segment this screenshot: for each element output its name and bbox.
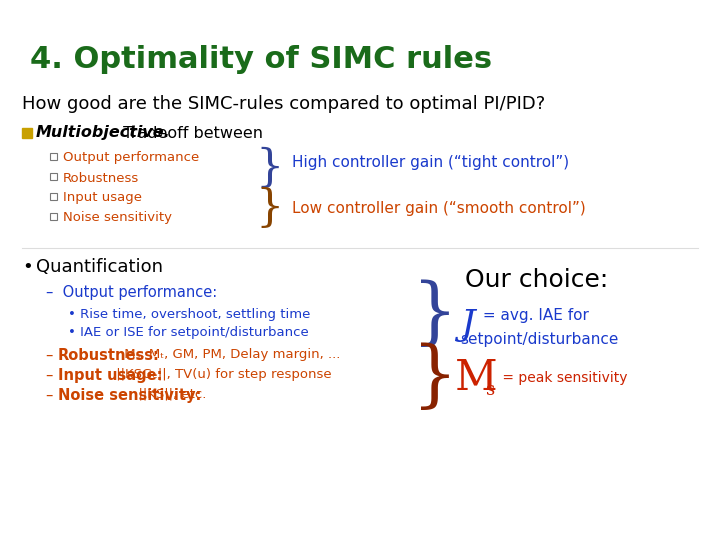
Text: Robustness:: Robustness: bbox=[58, 348, 160, 363]
Bar bbox=[22, 128, 32, 138]
Text: J: J bbox=[460, 308, 474, 342]
Text: Multiobjective.: Multiobjective. bbox=[36, 125, 171, 140]
Text: High controller gain (“tight control”): High controller gain (“tight control”) bbox=[292, 156, 569, 171]
Text: }: } bbox=[256, 186, 284, 230]
Text: }: } bbox=[412, 280, 458, 350]
Text: }: } bbox=[256, 146, 284, 190]
Text: Low controller gain (“smooth control”): Low controller gain (“smooth control”) bbox=[292, 200, 586, 215]
Text: ||KS||, etc.: ||KS||, etc. bbox=[130, 388, 207, 401]
Text: = avg. IAE for: = avg. IAE for bbox=[478, 308, 589, 323]
Text: Input usage: Input usage bbox=[63, 192, 142, 205]
Text: • Rise time, overshoot, settling time: • Rise time, overshoot, settling time bbox=[68, 308, 310, 321]
Text: –: – bbox=[46, 348, 58, 363]
Text: setpoint/disturbance: setpoint/disturbance bbox=[460, 332, 618, 347]
Bar bbox=[50, 193, 57, 200]
Text: Noise sensitivity: Noise sensitivity bbox=[63, 212, 172, 225]
Bar bbox=[50, 153, 57, 160]
Text: Tradeoff between: Tradeoff between bbox=[118, 125, 263, 140]
Text: • IAE or ISE for setpoint/disturbance: • IAE or ISE for setpoint/disturbance bbox=[68, 326, 309, 339]
Text: –  Output performance:: – Output performance: bbox=[46, 285, 217, 300]
Text: Output performance: Output performance bbox=[63, 152, 199, 165]
Bar bbox=[50, 213, 57, 220]
Text: M: M bbox=[455, 357, 498, 399]
Text: }: } bbox=[412, 343, 458, 413]
Text: •: • bbox=[22, 258, 32, 276]
Text: Quantification: Quantification bbox=[36, 258, 163, 276]
Bar bbox=[50, 173, 57, 180]
Text: –: – bbox=[46, 368, 58, 383]
Text: How good are the SIMC-rules compared to optimal PI/PID?: How good are the SIMC-rules compared to … bbox=[22, 95, 545, 113]
Text: 4. Optimality of SIMC rules: 4. Optimality of SIMC rules bbox=[30, 45, 492, 74]
Text: = peak sensitivity: = peak sensitivity bbox=[498, 371, 628, 385]
Text: Robustness: Robustness bbox=[63, 172, 139, 185]
Text: Mₛ, Mₜ, GM, PM, Delay margin, ...: Mₛ, Mₜ, GM, PM, Delay margin, ... bbox=[120, 348, 341, 361]
Text: Input usage:: Input usage: bbox=[58, 368, 163, 383]
Text: –: – bbox=[46, 388, 58, 403]
Text: Noise sensitivity:: Noise sensitivity: bbox=[58, 388, 202, 403]
Text: ||KSGₑ||, TV(u) for step response: ||KSGₑ||, TV(u) for step response bbox=[112, 368, 332, 381]
Text: Our choice:: Our choice: bbox=[465, 268, 608, 292]
Text: s: s bbox=[486, 381, 495, 399]
